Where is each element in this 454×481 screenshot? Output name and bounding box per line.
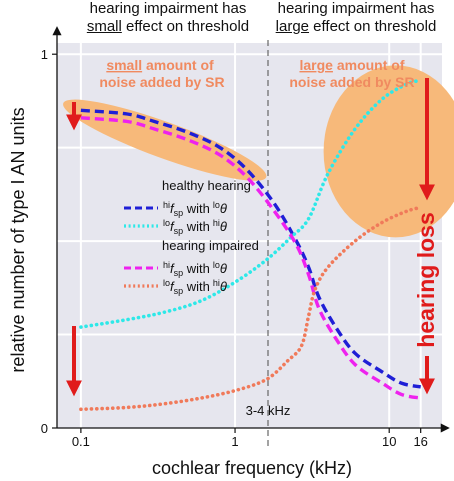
left-header-line1: hearing impairment has xyxy=(89,0,247,17)
series-line-healthy_hi xyxy=(80,108,422,389)
axis-ticks: 0.1 1 10 16 0 1 xyxy=(41,47,428,449)
x-axis-label: cochlear frequency (kHz) xyxy=(152,458,352,478)
y-tick-label: 1 xyxy=(41,47,48,62)
x-tick-label: 10 xyxy=(382,434,396,449)
f-symbol: f xyxy=(170,201,175,216)
x-tick-label: 1 xyxy=(231,434,238,449)
legend-label-healthy-hi: hifsp with loθ xyxy=(163,200,227,218)
left-header-rest: effect on threshold xyxy=(121,18,250,35)
y-axis-label: relative number of type I AN units xyxy=(8,107,28,372)
large-noise-annotation-line2: noise added by SR xyxy=(289,74,414,90)
right-header-underlined: large xyxy=(275,18,310,35)
left-header-underlined: small xyxy=(86,18,122,35)
small-noise-annotation-line1: small amount of xyxy=(106,57,214,73)
legend: healthy hearing hifsp with loθ lofsp with… xyxy=(124,178,259,296)
right-header: hearing impairment has large effect on t… xyxy=(266,0,446,36)
series-lines xyxy=(79,78,423,412)
legend-impaired-title: hearing impaired xyxy=(162,238,259,253)
series-line-impaired_hi xyxy=(80,116,422,400)
left-header-line2: small effect on threshold xyxy=(78,18,258,36)
legend-label-impaired-lo: lofsp with hiθ xyxy=(163,278,227,296)
divider-label: 3-4 kHz xyxy=(246,403,291,418)
right-header-line2: large effect on threshold xyxy=(266,18,446,36)
right-header-line1: hearing impairment has xyxy=(277,0,435,17)
y-tick-label: 0 xyxy=(41,421,48,436)
hearing-loss-label: hearing loss xyxy=(413,212,439,347)
legend-healthy-title: healthy hearing xyxy=(162,178,251,193)
small-noise-annotation-line2: noise added by SR xyxy=(99,74,224,90)
x-tick-label: 16 xyxy=(413,434,427,449)
large-noise-annotation-line1: large amount of xyxy=(299,57,404,73)
x-tick-label: 0.1 xyxy=(72,434,90,449)
series-line-impaired_lo xyxy=(79,205,423,412)
right-header-rest: effect on threshold xyxy=(309,18,437,35)
legend-label-impaired-hi: hifsp with loθ xyxy=(163,260,227,278)
left-header: hearing impairment has small effect on t… xyxy=(78,0,258,36)
legend-label-healthy-lo: lofsp with hiθ xyxy=(163,218,227,236)
